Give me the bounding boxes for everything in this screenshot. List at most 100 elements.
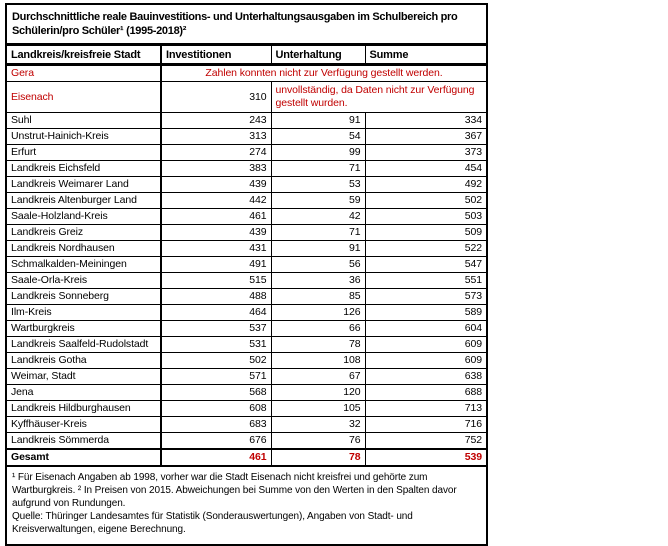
investitionen-cell: 313	[160, 128, 271, 145]
table-row: Landkreis Hildburghausen 608 105 713	[7, 400, 486, 417]
table-row: Landkreis Weimarer Land 439 53 492	[7, 176, 486, 193]
investitionen-cell: 439	[160, 224, 271, 241]
district-name-cell: Landkreis Eichsfeld	[7, 160, 162, 177]
district-name-cell: Gesamt	[7, 448, 162, 465]
investitionen-cell: 568	[160, 384, 271, 401]
summe-cell: 713	[364, 400, 486, 417]
unterhaltung-cell: 76	[270, 432, 365, 449]
unterhaltung-cell: 54	[270, 128, 365, 145]
table-row: Gesamt 461 78 539	[7, 448, 486, 465]
district-name-cell: Landkreis Sonneberg	[7, 288, 162, 305]
unterhaltung-cell: 32	[270, 416, 365, 433]
summe-cell: 334	[364, 112, 486, 129]
unterhaltung-cell: 78	[270, 336, 365, 353]
table-row: Kyffhäuser-Kreis 683 32 716	[7, 416, 486, 433]
investitionen-cell: 431	[160, 240, 271, 257]
investitionen-cell: 461	[160, 208, 271, 225]
table-row: Schmalkalden-Meiningen 491 56 547	[7, 256, 486, 273]
investitionen-cell: 461	[160, 448, 271, 465]
investitionen-cell: 676	[160, 432, 271, 449]
unterhaltung-cell: 59	[270, 192, 365, 209]
table-row: Eisenach 310 unvollständig, da Daten nicht…	[7, 81, 486, 113]
district-name-cell: Landkreis Saalfeld-Rudolstadt	[7, 336, 162, 353]
summe-cell: 604	[364, 320, 486, 337]
summe-cell: 502	[364, 192, 486, 209]
district-name-cell: Landkreis Altenburger Land	[7, 192, 162, 209]
table-row: Suhl 243 91 334	[7, 112, 486, 129]
district-name-cell: Suhl	[7, 112, 162, 129]
summe-cell: 367	[364, 128, 486, 145]
investitionen-cell: 502	[160, 352, 271, 369]
summe-cell: 492	[364, 176, 486, 193]
summe-cell: 454	[364, 160, 486, 177]
unterhaltung-cell: 42	[270, 208, 365, 225]
summe-cell: 509	[364, 224, 486, 241]
table-row: Landkreis Greiz 439 71 509	[7, 224, 486, 241]
investitionen-cell: 243	[160, 112, 271, 129]
unterhaltung-cell: 108	[270, 352, 365, 369]
table-row: Landkreis Nordhausen 431 91 522	[7, 240, 486, 257]
statistics-table: Landkreis/kreisfreie Stadt Investitionen…	[7, 46, 486, 465]
district-name-cell: Jena	[7, 384, 162, 401]
district-name-cell: Landkreis Greiz	[7, 224, 162, 241]
table-row: Wartburgkreis 537 66 604	[7, 320, 486, 337]
district-name-cell: Eisenach	[7, 81, 162, 113]
unterhaltung-cell: 71	[270, 160, 365, 177]
summe-cell: 688	[364, 384, 486, 401]
table-row: Landkreis Gotha 502 108 609	[7, 352, 486, 369]
table-title: Durchschnittliche reale Bauinvestitions-…	[7, 5, 486, 46]
district-name-cell: Saale-Holzland-Kreis	[7, 208, 162, 225]
table-row: Saale-Holzland-Kreis 461 42 503	[7, 208, 486, 225]
table-footnotes: ¹ Für Eisenach Angaben ab 1998, vorher w…	[7, 465, 486, 544]
district-name-cell: Landkreis Weimarer Land	[7, 176, 162, 193]
header-row: Landkreis/kreisfreie Stadt Investitionen…	[7, 46, 486, 66]
district-name-cell: Wartburgkreis	[7, 320, 162, 337]
investitionen-cell: 442	[160, 192, 271, 209]
summe-cell: 539	[364, 448, 486, 465]
investitionen-cell: 537	[160, 320, 271, 337]
unterhaltung-cell: 91	[270, 240, 365, 257]
district-name-cell: Ilm-Kreis	[7, 304, 162, 321]
table-row: Landkreis Sonneberg 488 85 573	[7, 288, 486, 305]
unterhaltung-cell: 99	[270, 144, 365, 161]
unterhaltung-cell: 67	[270, 368, 365, 385]
table-row: Landkreis Sömmerda 676 76 752	[7, 432, 486, 449]
district-name-cell: Landkreis Nordhausen	[7, 240, 162, 257]
table-row: Jena 568 120 688	[7, 384, 486, 401]
table-row: Unstrut-Hainich-Kreis 313 54 367	[7, 128, 486, 145]
investitionen-cell: 439	[160, 176, 271, 193]
summe-cell: 503	[364, 208, 486, 225]
district-name-cell: Landkreis Hildburghausen	[7, 400, 162, 417]
footnote-text: ¹ Für Eisenach Angaben ab 1998, vorher w…	[12, 472, 457, 509]
investitionen-cell: 491	[160, 256, 271, 273]
district-name-cell: Erfurt	[7, 144, 162, 161]
unterhaltung-cell: 91	[270, 112, 365, 129]
unterhaltung-cell: 71	[270, 224, 365, 241]
district-name-cell: Gera	[7, 64, 162, 82]
investitionen-cell: 383	[160, 160, 271, 177]
table-row: Gera Zahlen konnten nicht zur Verfügung g…	[7, 64, 486, 82]
column-header-landkreis: Landkreis/kreisfreie Stadt	[7, 46, 162, 66]
unterhaltung-cell: 85	[270, 288, 365, 305]
investitionen-cell: 683	[160, 416, 271, 433]
unterhaltung-cell: 66	[270, 320, 365, 337]
summe-cell: 638	[364, 368, 486, 385]
investitionen-cell: 464	[160, 304, 271, 321]
investitionen-cell: 571	[160, 368, 271, 385]
table-body: Gera Zahlen konnten nicht zur Verfügung g…	[7, 64, 486, 465]
statistics-table-frame: Durchschnittliche reale Bauinvestitions-…	[5, 3, 488, 546]
column-header-investitionen: Investitionen	[160, 46, 271, 66]
source-text: Quelle: Thüringer Landesamtes für Statis…	[12, 511, 413, 535]
unterhaltung-cell: 105	[270, 400, 365, 417]
missing-data-note-cell: Zahlen konnten nicht zur Verfügung geste…	[160, 64, 486, 82]
district-name-cell: Schmalkalden-Meiningen	[7, 256, 162, 273]
investitionen-cell: 531	[160, 336, 271, 353]
summe-cell: 609	[364, 336, 486, 353]
investitionen-cell: 310	[160, 81, 271, 113]
summe-cell: 609	[364, 352, 486, 369]
investitionen-cell: 515	[160, 272, 271, 289]
unterhaltung-cell: 56	[270, 256, 365, 273]
table-row: Saale-Orla-Kreis 515 36 551	[7, 272, 486, 289]
district-name-cell: Landkreis Sömmerda	[7, 432, 162, 449]
column-header-unterhaltung: Unterhaltung	[270, 46, 365, 66]
